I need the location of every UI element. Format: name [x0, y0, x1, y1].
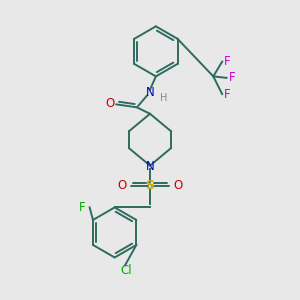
Text: F: F [79, 201, 86, 214]
Text: F: F [224, 55, 231, 68]
Text: O: O [118, 179, 127, 192]
Text: F: F [224, 88, 231, 100]
Text: H: H [160, 93, 167, 103]
Text: N: N [146, 160, 154, 173]
Text: N: N [146, 86, 154, 99]
Text: S: S [146, 179, 154, 192]
Text: O: O [173, 179, 182, 192]
Text: Cl: Cl [121, 264, 132, 277]
Text: O: O [105, 97, 114, 110]
Text: F: F [229, 71, 235, 84]
